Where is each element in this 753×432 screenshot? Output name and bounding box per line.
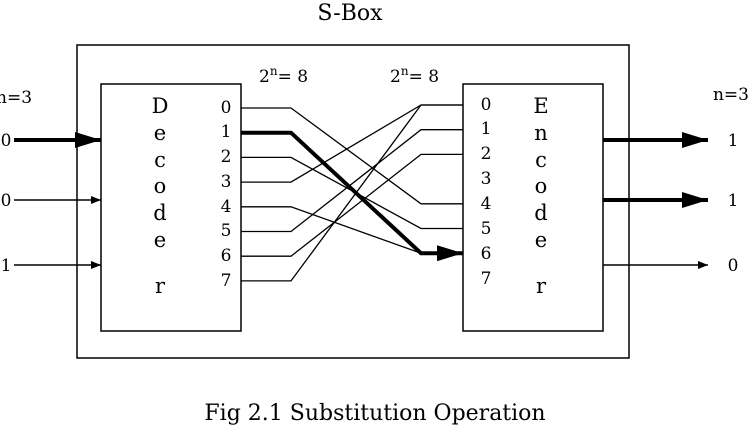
substitution-wire — [241, 129, 463, 233]
active-substitution-wire — [241, 130, 463, 262]
encoder-input-number: 1 — [481, 119, 492, 139]
substitution-wire — [241, 104, 463, 282]
decoder-output-number: 4 — [221, 197, 232, 217]
encoder-letter: r — [536, 274, 547, 298]
decoder-box — [100, 83, 242, 332]
input-bit: 1 — [1, 256, 12, 276]
encoder-input-number: 3 — [481, 169, 492, 189]
decoder-output-number: 3 — [221, 172, 232, 192]
decoder-title: D e c o d e r — [152, 94, 169, 298]
output-size-label: n=3 — [713, 85, 749, 105]
substitution-wire — [241, 107, 463, 205]
encoder-input-number: 5 — [481, 219, 492, 239]
decoder-letter: r — [155, 274, 166, 298]
substitution-wire — [241, 156, 463, 230]
decoder-output-number: 2 — [221, 147, 232, 167]
input-bit: 0 — [1, 191, 12, 211]
decoder-output-numbers: 0 1 2 3 4 5 6 7 — [221, 98, 232, 291]
substitution-wires — [241, 104, 463, 282]
output-bit: 0 — [728, 256, 739, 276]
encoder-input-numbers: 0 1 2 3 4 5 6 7 — [481, 95, 492, 289]
output-bit: 1 — [728, 191, 739, 211]
substitution-wire — [241, 206, 463, 254]
encoder-letter: n — [534, 121, 548, 145]
encoder-input-number: 4 — [481, 194, 492, 214]
sbox-title: S-Box — [317, 1, 383, 26]
substitution-wire — [241, 104, 463, 183]
encoder-box — [462, 83, 604, 332]
decoder-output-number: 1 — [221, 122, 232, 142]
output-bit: 1 — [728, 131, 739, 151]
decoder-letter: e — [154, 228, 166, 252]
decoder-lines-label: 2n= 8 — [259, 64, 308, 87]
encoder-letter: c — [535, 148, 547, 172]
decoder-letter: c — [154, 148, 166, 172]
input-bit: 0 — [1, 131, 12, 151]
decoder-output-number: 5 — [221, 221, 232, 241]
encoder-letter: E — [533, 94, 548, 118]
encoder-input-number: 6 — [481, 244, 492, 264]
encoder-input-number: 0 — [481, 95, 492, 115]
encoder-title: E n c o d e r — [533, 94, 548, 298]
input-size-label: n=3 — [0, 88, 32, 108]
encoder-letter: d — [534, 201, 547, 225]
encoder-letter: o — [535, 174, 548, 198]
encoder-lines-label: 2n= 8 — [390, 64, 439, 87]
substitution-wire — [241, 153, 463, 257]
decoder-letter: o — [154, 174, 167, 198]
decoder-output-number: 0 — [221, 98, 232, 118]
encoder-input-number: 2 — [481, 144, 492, 164]
decoder-letter: D — [152, 94, 169, 118]
decoder-letter: d — [153, 201, 166, 225]
decoder-output-number: 7 — [221, 271, 232, 291]
input-bits: 0 0 1 — [1, 131, 101, 276]
output-bits: 1 1 0 — [603, 131, 738, 276]
figure-caption: Fig 2.1 Substitution Operation — [204, 401, 545, 426]
decoder-letter: e — [154, 121, 166, 145]
encoder-letter: e — [535, 228, 547, 252]
decoder-output-number: 6 — [221, 246, 232, 266]
encoder-input-number: 7 — [481, 269, 492, 289]
